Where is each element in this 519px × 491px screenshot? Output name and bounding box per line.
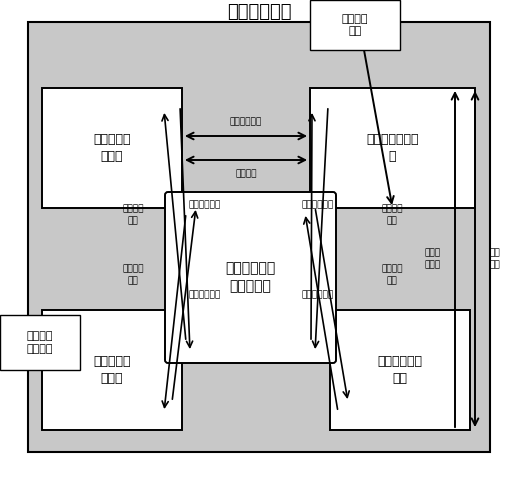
FancyBboxPatch shape	[310, 88, 475, 208]
Text: 综合设计环境: 综合设计环境	[227, 3, 291, 21]
Text: 封装物理设计环
境: 封装物理设计环 境	[366, 133, 419, 163]
Text: 电学模型提取: 电学模型提取	[302, 291, 334, 300]
FancyBboxPatch shape	[330, 310, 470, 430]
Text: 设计反馈: 设计反馈	[235, 169, 257, 179]
Text: 设计
反馈: 设计 反馈	[489, 249, 500, 269]
Text: 电学模型提取: 电学模型提取	[189, 291, 221, 300]
FancyBboxPatch shape	[42, 88, 182, 208]
Text: 核心模块设
计环境: 核心模块设 计环境	[93, 355, 131, 385]
Text: 力学设计
反馈: 力学设计 反馈	[122, 205, 144, 225]
Text: 综合设计电学
模型及验证: 综合设计电学 模型及验证	[225, 262, 276, 294]
Text: 力学特性设
计环境: 力学特性设 计环境	[93, 133, 131, 163]
FancyBboxPatch shape	[165, 192, 336, 363]
FancyBboxPatch shape	[0, 315, 80, 370]
Text: 核心设计
反馈: 核心设计 反馈	[122, 265, 144, 285]
FancyBboxPatch shape	[42, 310, 182, 430]
Text: 热学特性设计
环境: 热学特性设计 环境	[377, 355, 422, 385]
Text: 热学模
型提取: 热学模 型提取	[425, 249, 441, 269]
Text: 电学模型提取: 电学模型提取	[302, 200, 334, 210]
FancyBboxPatch shape	[28, 22, 490, 452]
Text: 封装设计
反馈: 封装设计 反馈	[381, 205, 403, 225]
Text: 热学设计
反馈: 热学设计 反馈	[381, 265, 403, 285]
FancyBboxPatch shape	[310, 0, 400, 50]
Text: 封装设计
指标: 封装设计 指标	[342, 14, 368, 36]
Text: 核心模块
设计指标: 核心模块 设计指标	[27, 331, 53, 354]
Text: 力学模型提取: 力学模型提取	[230, 117, 262, 127]
Text: 电学模型提取: 电学模型提取	[189, 200, 221, 210]
